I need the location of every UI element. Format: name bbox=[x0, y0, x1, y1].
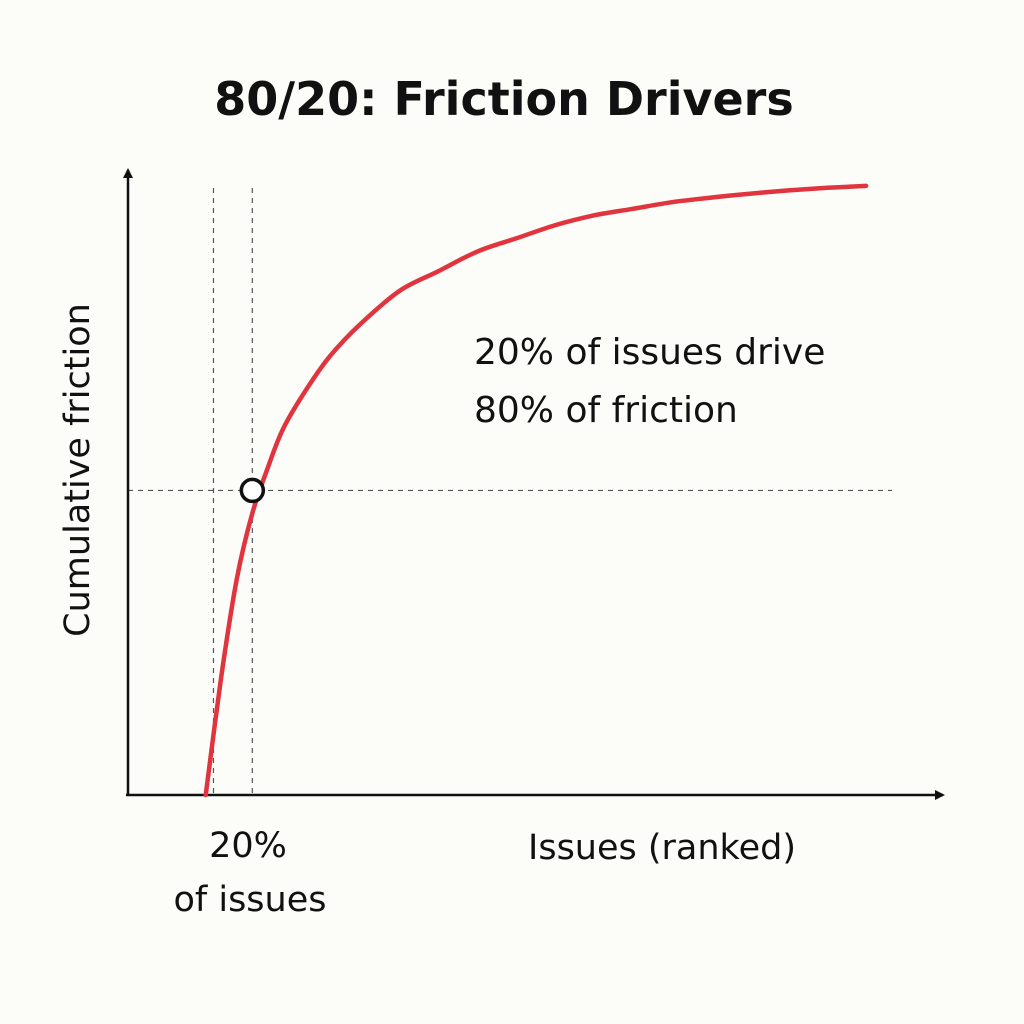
annotation-line1: 20% of issues drive bbox=[474, 332, 825, 373]
annotation-line2: 80% of friction bbox=[474, 390, 738, 431]
chart-title: 80/20: Friction Drivers bbox=[214, 72, 793, 126]
cumulative-friction-line bbox=[203, 183, 869, 798]
x-marker-label-line1: 20% bbox=[209, 826, 287, 866]
x-axis-label: Issues (ranked) bbox=[528, 828, 796, 868]
x-marker-label-line2: of issues bbox=[173, 880, 326, 920]
highlight-point bbox=[239, 477, 266, 504]
y-axis-label: Cumulative friction bbox=[58, 303, 98, 637]
